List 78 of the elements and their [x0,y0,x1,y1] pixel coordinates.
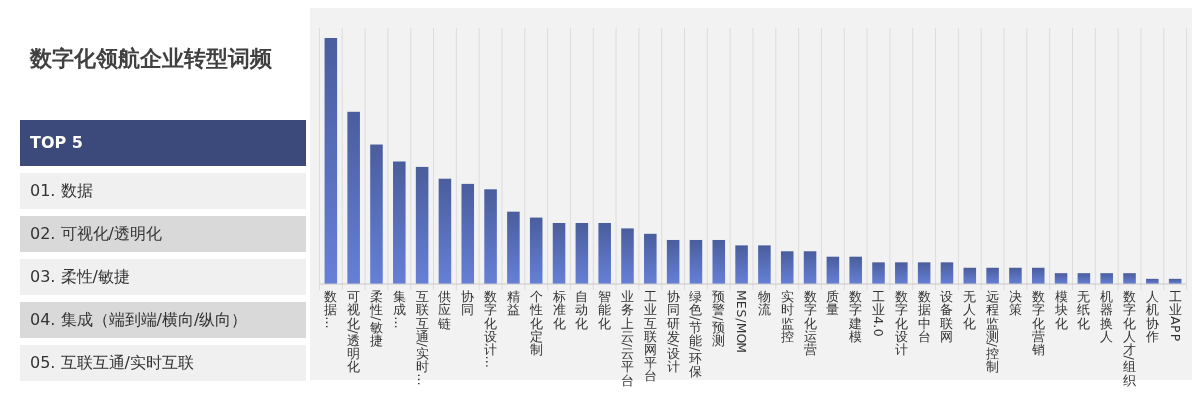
bar [347,111,360,284]
bar [1123,273,1136,284]
x-tick-label: 个性化定制 [528,289,543,357]
bar [849,256,862,284]
bar [461,183,475,284]
x-tick-label: 数字化人才/组织 [1122,289,1138,388]
x-tick-label: 工业4.0 [871,289,887,337]
bar [1031,267,1045,284]
text: 04. 集成（端到端/横向/纵向） [30,310,248,329]
x-tick-label: 数据… [323,289,339,329]
text: 02. 可视化/透明化 [30,224,162,243]
text: 03. 柔性/敏捷 [30,267,130,286]
x-tick-label: 数字建模 [848,289,863,344]
x-tick-label: 互联互通/实时… [414,289,430,386]
bar [895,262,908,284]
x-tick-label: 协同研发/设计 [665,289,681,375]
bar [986,267,999,284]
bar [780,251,794,284]
x-tick-label: 智能化 [598,289,612,331]
x-tick-label: 业务上云/云平台 [619,289,635,388]
bar [370,144,383,284]
x-tick-label: 自动化 [575,289,589,331]
bar [598,222,611,284]
bar [1009,267,1022,284]
x-tick-label: 柔性/敏捷 [368,289,384,349]
bar [644,233,657,284]
x-tick-label: 数字化运营 [803,289,817,357]
bar [712,239,726,284]
bar [438,178,452,284]
x-tick-label: 远程监测/控制 [985,289,1001,375]
bar [529,217,543,284]
text: 01. 数据 [30,181,93,200]
x-tick-label: 数字化设计 [894,289,908,357]
x-tick-label: 物流 [757,289,771,318]
bar [575,222,589,284]
bar [940,262,954,284]
x-tick-label: 数字化营销 [1030,289,1045,357]
bar [666,239,680,284]
bar [758,245,771,284]
text: 05. 互联互通/实时互联 [30,353,194,372]
bar [415,166,429,284]
x-tick-label: 绿色/节能/环保 [688,289,704,379]
x-tick-label: MES/MOM [734,290,750,354]
x-tick-label: 质量 [826,289,840,318]
bar [393,161,406,284]
x-tick-label: 协同 [461,289,475,318]
x-tick-label: 设备联网 [940,289,954,344]
x-tick-label: 预警/预测 [711,289,727,349]
bar [872,262,885,284]
x-tick-label: 无人化 [963,289,977,331]
bar [621,228,634,284]
x-tick-label: 数字化设计… [483,289,499,369]
x-tick-label: 决策 [1008,289,1022,318]
chart-title: 数字化领航企业转型词频 [29,46,273,71]
x-tick-label: 工业APP [1167,289,1183,342]
bar [484,189,497,284]
bar [826,256,840,284]
x-tick-label: 工业互联网平台 [643,289,657,383]
bar [735,245,748,284]
x-tick-label: 无纸化 [1077,289,1091,331]
x-tick-label: 可视化/透明化 [346,289,362,375]
bar [552,222,566,284]
x-tick-label: 精益 [506,289,520,318]
bar [1100,273,1113,284]
text: TOP 5 [30,133,83,152]
x-tick-label: 数据中台 [917,289,931,344]
x-tick-label: 人机协作 [1144,289,1159,344]
x-tick-label: 模块化 [1053,289,1068,331]
x-tick-label: 供应链 [437,289,452,331]
bar [324,38,338,284]
bar [917,262,931,284]
x-tick-label: 机器换人 [1100,289,1114,344]
x-tick-label: 集成… [391,289,407,329]
bar [689,239,703,284]
x-tick-label: 标准化 [551,289,566,331]
bar [507,211,520,284]
bar [803,251,817,284]
x-tick-label: 实时监控 [780,289,794,344]
